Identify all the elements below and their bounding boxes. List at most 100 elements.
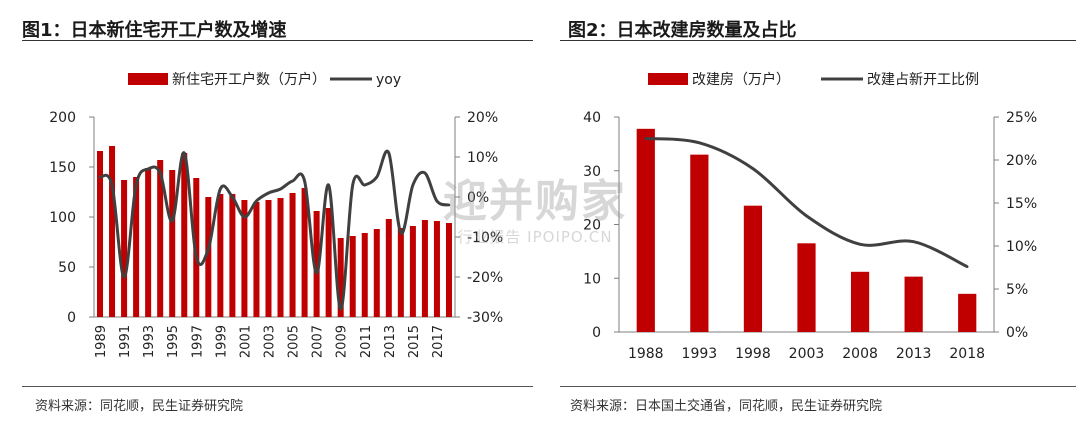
line-point	[98, 175, 102, 179]
figure-2-title-rule	[560, 40, 1076, 41]
right-axis-tick-label: 20%	[467, 110, 498, 126]
line-point	[291, 179, 294, 183]
left-axis-tick-label: 30	[583, 164, 601, 180]
legend-line-label: 改建占新开工比例	[867, 72, 979, 88]
line-point	[912, 240, 915, 243]
bar	[850, 271, 870, 332]
figure-1-title: 图1：日本新住宅开工户数及增速	[22, 20, 287, 41]
bar	[421, 220, 428, 317]
bar	[253, 202, 260, 317]
x-axis-tick-label: 1998	[735, 346, 771, 362]
line-point	[315, 271, 318, 275]
figure-1-chart: 新住宅开工户数（万户） yoy 0 50 100 150 200 -30% -20% -10% 0%…	[49, 71, 503, 358]
bar	[373, 229, 380, 317]
right-axis-tick-label: 10%	[467, 150, 498, 166]
bar	[241, 200, 248, 317]
x-axis-tick-label: 1993	[142, 325, 157, 358]
line-point	[339, 307, 342, 311]
legend-bar-swatch	[128, 73, 168, 85]
bar	[385, 219, 392, 317]
left-axis-tick-label: 10	[583, 271, 601, 287]
legend-bar-label: 改建房（万户）	[692, 71, 790, 88]
left-axis-tick-label: 0	[592, 325, 601, 341]
right-axis-tick-label: -20%	[467, 270, 503, 286]
line-point	[134, 183, 138, 187]
line-point	[751, 167, 755, 170]
line-point	[158, 171, 162, 175]
x-axis-tick-label: 2003	[789, 346, 825, 362]
x-axis-tick-label: 2007	[311, 325, 326, 358]
x-axis-tick-label: 2015	[407, 325, 422, 358]
bar	[97, 151, 104, 317]
line-point	[231, 195, 234, 199]
line-point	[279, 187, 282, 191]
bar	[433, 221, 440, 317]
bar	[229, 194, 236, 317]
line-point	[805, 214, 808, 218]
line-point	[303, 179, 306, 183]
line-point	[194, 255, 198, 259]
x-axis-tick-label: 1993	[682, 346, 718, 362]
figure-2-panel: 图2：日本改建房数量及占比 改建房（万户） 改建占新开工比例 0 10 20 30 40 0%…	[541, 0, 1082, 442]
line-point	[965, 265, 969, 268]
right-axis-tick-label: 10%	[1006, 239, 1037, 255]
right-axis-tick-label: 5%	[1006, 282, 1028, 298]
line-point	[447, 203, 451, 207]
bar	[397, 228, 404, 317]
bar	[904, 276, 923, 332]
bar	[289, 193, 296, 317]
figure-1-source: 资料来源：同花顺，民生证券研究院	[35, 399, 244, 414]
line-point	[698, 141, 701, 145]
figure-2-title: 图2：日本改建房数量及占比	[568, 20, 797, 41]
bar	[325, 208, 332, 317]
x-axis-tick-label: 2009	[335, 325, 350, 358]
x-axis-tick-label: 1988	[628, 346, 664, 362]
bar	[636, 128, 655, 332]
bar	[337, 238, 344, 317]
bar	[109, 146, 116, 317]
x-axis-tick-label: 1995	[166, 325, 181, 358]
bar	[121, 180, 128, 317]
line-point	[207, 247, 210, 251]
right-axis-tick-label: 0%	[467, 190, 489, 206]
legend-line-label: yoy	[376, 72, 401, 88]
x-axis-tick-label: 2008	[842, 346, 878, 362]
line-point	[435, 199, 439, 203]
line-point	[644, 137, 648, 140]
bar	[301, 188, 308, 317]
x-axis-tick-label: 2011	[359, 325, 374, 358]
left-axis-tick-label: 50	[58, 260, 76, 276]
bar	[277, 198, 284, 317]
right-axis-tick-label: 25%	[1006, 110, 1037, 126]
bar	[958, 293, 977, 332]
line-point	[267, 191, 270, 195]
figure-1-bottom-rule	[22, 386, 533, 387]
line-point	[387, 151, 391, 155]
x-axis-tick-label: 2003	[263, 325, 278, 358]
left-axis-tick-label: 40	[583, 110, 601, 126]
x-axis-tick-label: 2005	[287, 325, 302, 358]
left-axis-tick-label: 20	[583, 218, 601, 234]
line-point	[351, 183, 355, 187]
x-axis-tick-label: 2013	[383, 325, 398, 358]
bar	[409, 226, 416, 317]
line-point	[122, 275, 126, 279]
line-point	[219, 187, 222, 191]
bar	[169, 170, 176, 317]
bar	[145, 168, 152, 317]
x-axis-tick-label: 1989	[94, 325, 109, 358]
bar	[181, 153, 188, 317]
bar	[797, 243, 816, 332]
line-point	[110, 183, 114, 187]
line-point	[375, 175, 379, 179]
bar	[157, 160, 164, 317]
line-point	[858, 242, 862, 246]
bar	[217, 194, 224, 317]
x-axis-tick-label: 2013	[896, 346, 932, 362]
right-axis-tick-label: -30%	[467, 310, 503, 326]
bar	[690, 154, 709, 332]
line-point	[170, 219, 174, 223]
x-axis-tick-label: 2018	[949, 346, 985, 362]
left-axis-tick-label: 0	[67, 310, 76, 326]
legend-bar-label: 新住宅开工户数（万户）	[172, 71, 326, 88]
